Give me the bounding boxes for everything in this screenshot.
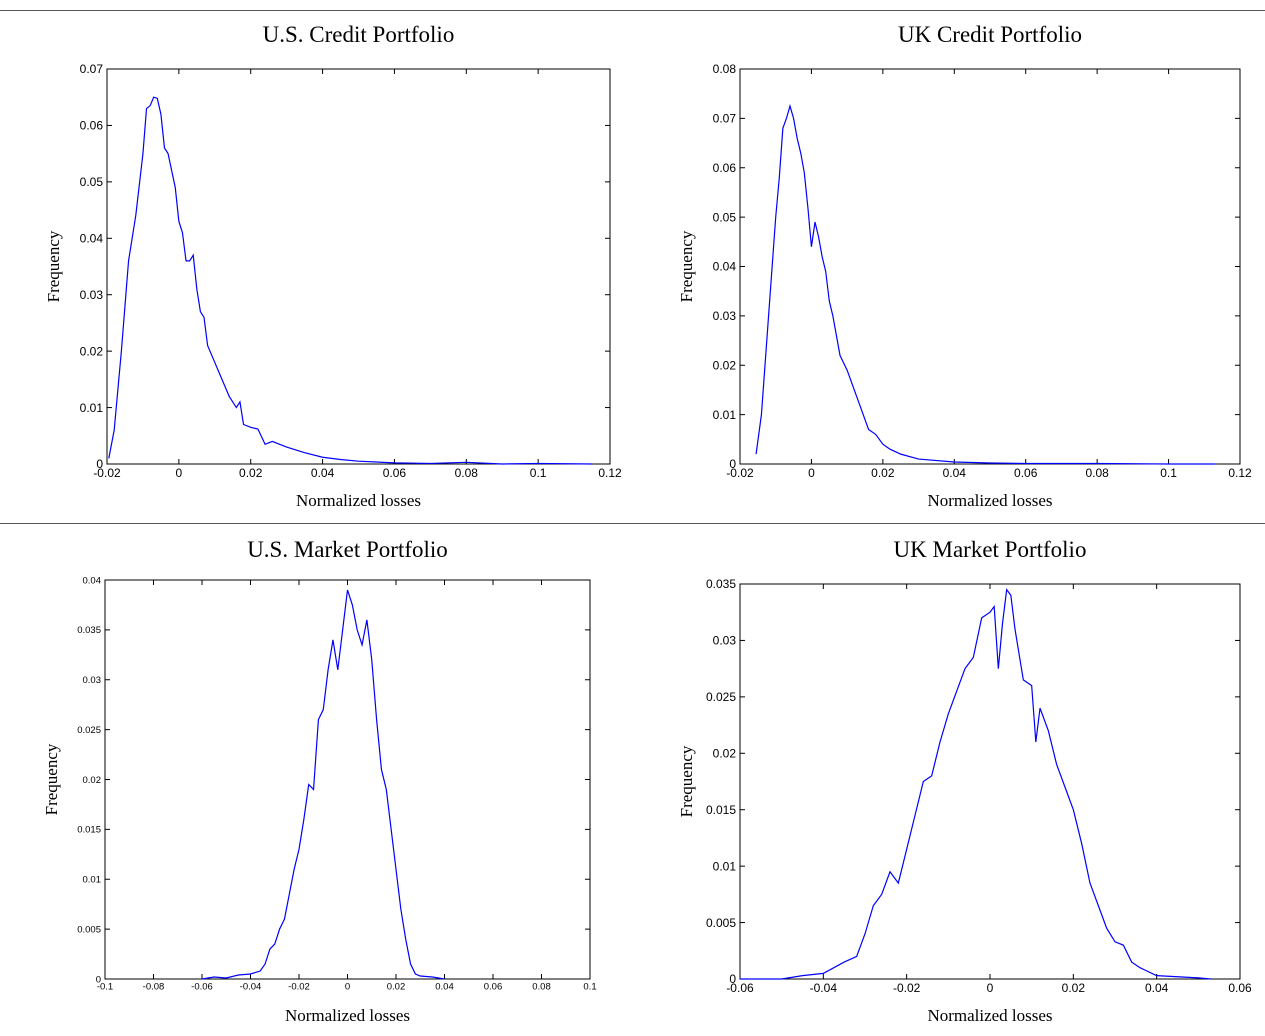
plot-frame bbox=[104, 579, 591, 980]
y-tick-label: 0.015 bbox=[706, 803, 736, 817]
x-tick-label: 0.12 bbox=[1228, 466, 1252, 480]
y-tick-label: 0.01 bbox=[713, 859, 737, 873]
subplot: U.S. Credit Portfolio Normalized losses Fr… bbox=[44, 22, 622, 510]
x-axis-label: Normalized losses bbox=[285, 1006, 410, 1025]
y-axis-label: Frequency bbox=[677, 230, 696, 302]
plot-frame bbox=[106, 68, 611, 465]
y-tick-label: 0 bbox=[96, 457, 103, 471]
x-tick-label: -0.02 bbox=[288, 982, 310, 993]
x-tick-label: 0.1 bbox=[530, 466, 547, 480]
x-tick-label: 0.04 bbox=[311, 466, 335, 480]
chart-title: U.S. Credit Portfolio bbox=[263, 22, 455, 47]
data-line bbox=[755, 103, 1215, 465]
subplot: UK Credit Portfolio Normalized losses Freq… bbox=[677, 22, 1252, 510]
y-tick-label: 0.08 bbox=[713, 62, 737, 76]
y-axis-label: Frequency bbox=[44, 230, 63, 302]
y-tick-label: 0.01 bbox=[713, 408, 737, 422]
y-tick-label: 0.01 bbox=[80, 401, 104, 415]
x-tick-label: 0 bbox=[176, 466, 183, 480]
chart-title: UK Credit Portfolio bbox=[898, 22, 1082, 47]
x-tick-label: -0.04 bbox=[240, 982, 262, 993]
x-tick-label: -0.06 bbox=[191, 982, 213, 993]
x-tick-label: -0.08 bbox=[143, 982, 165, 993]
y-tick-label: 0.07 bbox=[80, 62, 104, 76]
y-tick-label: 0.05 bbox=[713, 210, 737, 224]
x-axis-label: Normalized losses bbox=[927, 491, 1052, 510]
y-tick-label: 0.01 bbox=[83, 875, 102, 886]
y-tick-label: 0.02 bbox=[713, 746, 737, 760]
y-tick-label: 0.02 bbox=[80, 344, 104, 358]
y-tick-label: 0.07 bbox=[713, 112, 737, 126]
data-line bbox=[108, 96, 593, 465]
plot-frame bbox=[739, 583, 1241, 980]
data-line bbox=[201, 589, 445, 980]
y-tick-label: 0.02 bbox=[83, 775, 102, 786]
x-tick-label: 0.12 bbox=[598, 466, 622, 480]
y-tick-label: 0.025 bbox=[77, 725, 101, 736]
subplot: UK Market Portfolio Normalized losses Freq… bbox=[677, 537, 1252, 1025]
x-tick-label: 0.1 bbox=[583, 982, 596, 993]
y-tick-label: 0.04 bbox=[713, 260, 737, 274]
y-tick-label: 0.02 bbox=[713, 358, 737, 372]
y-tick-label: 0 bbox=[729, 972, 736, 986]
y-tick-label: 0.035 bbox=[706, 577, 736, 591]
y-tick-label: 0.05 bbox=[80, 175, 104, 189]
plot-frame bbox=[739, 68, 1241, 465]
y-axis-label: Frequency bbox=[677, 745, 696, 817]
y-tick-label: 0.03 bbox=[713, 634, 737, 648]
x-tick-label: 0 bbox=[345, 982, 350, 993]
x-tick-label: 0.1 bbox=[1160, 466, 1177, 480]
x-tick-label: 0 bbox=[808, 466, 815, 480]
subplot: U.S. Market Portfolio Normalized losses Fr… bbox=[42, 537, 597, 1025]
x-tick-label: 0.08 bbox=[532, 982, 551, 993]
x-tick-label: 0.02 bbox=[387, 982, 406, 993]
y-tick-label: 0.06 bbox=[80, 119, 104, 133]
y-tick-label: 0 bbox=[96, 974, 101, 985]
x-tick-label: 0 bbox=[987, 981, 994, 995]
y-tick-label: 0.04 bbox=[80, 231, 104, 245]
x-tick-label: -0.04 bbox=[810, 981, 838, 995]
x-tick-label: -0.02 bbox=[893, 981, 921, 995]
x-axis-label: Normalized losses bbox=[296, 491, 421, 510]
y-tick-label: 0.005 bbox=[77, 924, 101, 935]
x-tick-label: -0.02 bbox=[93, 466, 121, 480]
x-axis-label: Normalized losses bbox=[927, 1006, 1052, 1025]
y-tick-label: 0.04 bbox=[83, 575, 102, 586]
x-tick-label: 0.06 bbox=[484, 982, 503, 993]
y-tick-label: 0.015 bbox=[77, 825, 101, 836]
x-tick-label: 0.08 bbox=[1085, 466, 1109, 480]
x-tick-label: -0.1 bbox=[97, 982, 113, 993]
data-line bbox=[740, 588, 1211, 980]
x-tick-label: 0.04 bbox=[435, 982, 454, 993]
x-tick-label: 0.02 bbox=[871, 466, 895, 480]
y-axis-label: Frequency bbox=[42, 743, 61, 815]
y-tick-label: 0.06 bbox=[713, 161, 737, 175]
y-tick-label: 0.03 bbox=[713, 309, 737, 323]
y-tick-label: 0.025 bbox=[706, 690, 736, 704]
x-tick-label: 0.04 bbox=[1145, 981, 1169, 995]
x-tick-label: 0.02 bbox=[1062, 981, 1086, 995]
x-tick-label: 0.06 bbox=[1014, 466, 1038, 480]
x-tick-label: 0.08 bbox=[455, 466, 479, 480]
y-tick-label: 0 bbox=[729, 457, 736, 471]
x-tick-label: 0.06 bbox=[383, 466, 407, 480]
x-tick-label: 0.04 bbox=[943, 466, 967, 480]
y-tick-label: 0.035 bbox=[77, 625, 101, 636]
chart-title: UK Market Portfolio bbox=[894, 537, 1087, 562]
chart-title: U.S. Market Portfolio bbox=[247, 537, 448, 562]
x-tick-label: 0.02 bbox=[239, 466, 263, 480]
y-tick-label: 0.03 bbox=[80, 288, 104, 302]
y-tick-label: 0.03 bbox=[83, 675, 102, 686]
y-tick-label: 0.005 bbox=[706, 916, 736, 930]
x-tick-label: -0.02 bbox=[726, 466, 754, 480]
x-tick-label: 0.06 bbox=[1228, 981, 1252, 995]
x-tick-label: -0.06 bbox=[726, 981, 754, 995]
